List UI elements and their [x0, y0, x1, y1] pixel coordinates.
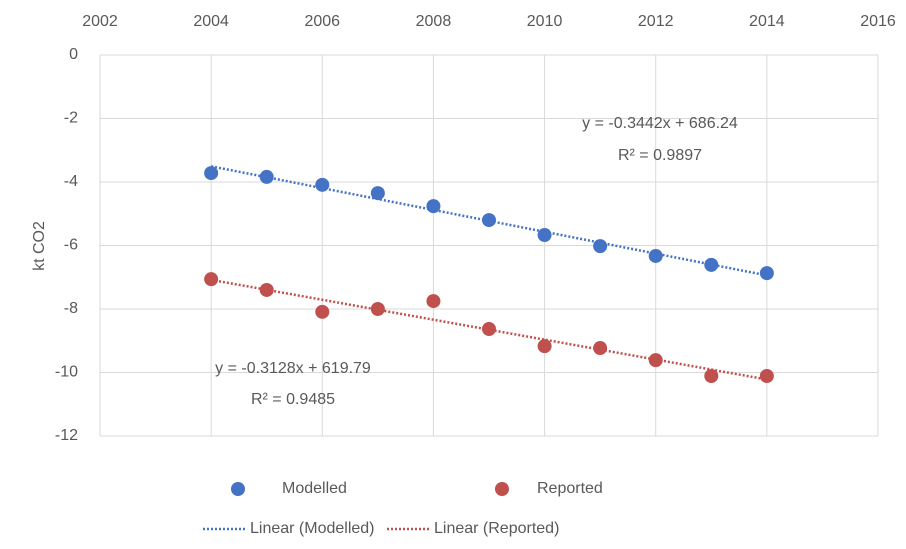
- point: [204, 272, 219, 287]
- legend-label: Reported: [537, 480, 603, 497]
- trendline-r2: R² = 0.9897: [618, 147, 702, 164]
- point: [593, 239, 608, 254]
- y-tick-label: -12: [55, 427, 78, 444]
- point: [704, 257, 719, 272]
- point: [370, 302, 385, 316]
- trendline-r2: R² = 0.9485: [251, 391, 335, 408]
- x-tick-label: 2010: [527, 13, 563, 30]
- point: [593, 341, 608, 356]
- point: [759, 368, 774, 383]
- point: [648, 353, 663, 368]
- point: [426, 199, 441, 214]
- point: [370, 186, 385, 201]
- y-tick-label: -8: [64, 300, 78, 317]
- point: [259, 282, 274, 297]
- point: [704, 368, 719, 383]
- y-tick-label: -4: [64, 173, 78, 190]
- x-tick-label: 2008: [416, 13, 452, 30]
- y-tick-label: 0: [69, 46, 78, 63]
- point: [259, 169, 274, 184]
- point: [537, 339, 552, 354]
- x-tick-label: 2006: [304, 13, 340, 30]
- trendline-equation: y = -0.3128x + 619.79: [215, 360, 371, 377]
- y-axis-label: kt CO2: [31, 221, 48, 271]
- x-tick-label: 2004: [193, 13, 229, 30]
- legend-label: Linear (Reported): [434, 520, 559, 537]
- point: [648, 248, 663, 263]
- x-tick-label: 2012: [638, 13, 674, 30]
- point: [482, 322, 496, 337]
- point: [759, 266, 774, 281]
- legend-marker: [495, 482, 509, 496]
- y-tick-label: -6: [64, 237, 78, 254]
- y-tick-label: -10: [55, 364, 78, 381]
- x-tick-label: 2016: [860, 13, 896, 30]
- x-tick-label: 2014: [749, 13, 785, 30]
- legend-marker: [231, 482, 245, 496]
- point: [482, 213, 496, 228]
- point: [315, 304, 330, 319]
- trendline-equation: y = -0.3442x + 686.24: [582, 115, 738, 132]
- x-tick-label: 2002: [82, 13, 118, 30]
- point: [426, 294, 441, 309]
- point: [315, 177, 330, 192]
- point: [204, 166, 219, 181]
- legend-label: Linear (Modelled): [250, 520, 375, 537]
- point: [537, 228, 552, 243]
- legend-label: Modelled: [282, 480, 347, 497]
- y-tick-label: -2: [64, 110, 78, 127]
